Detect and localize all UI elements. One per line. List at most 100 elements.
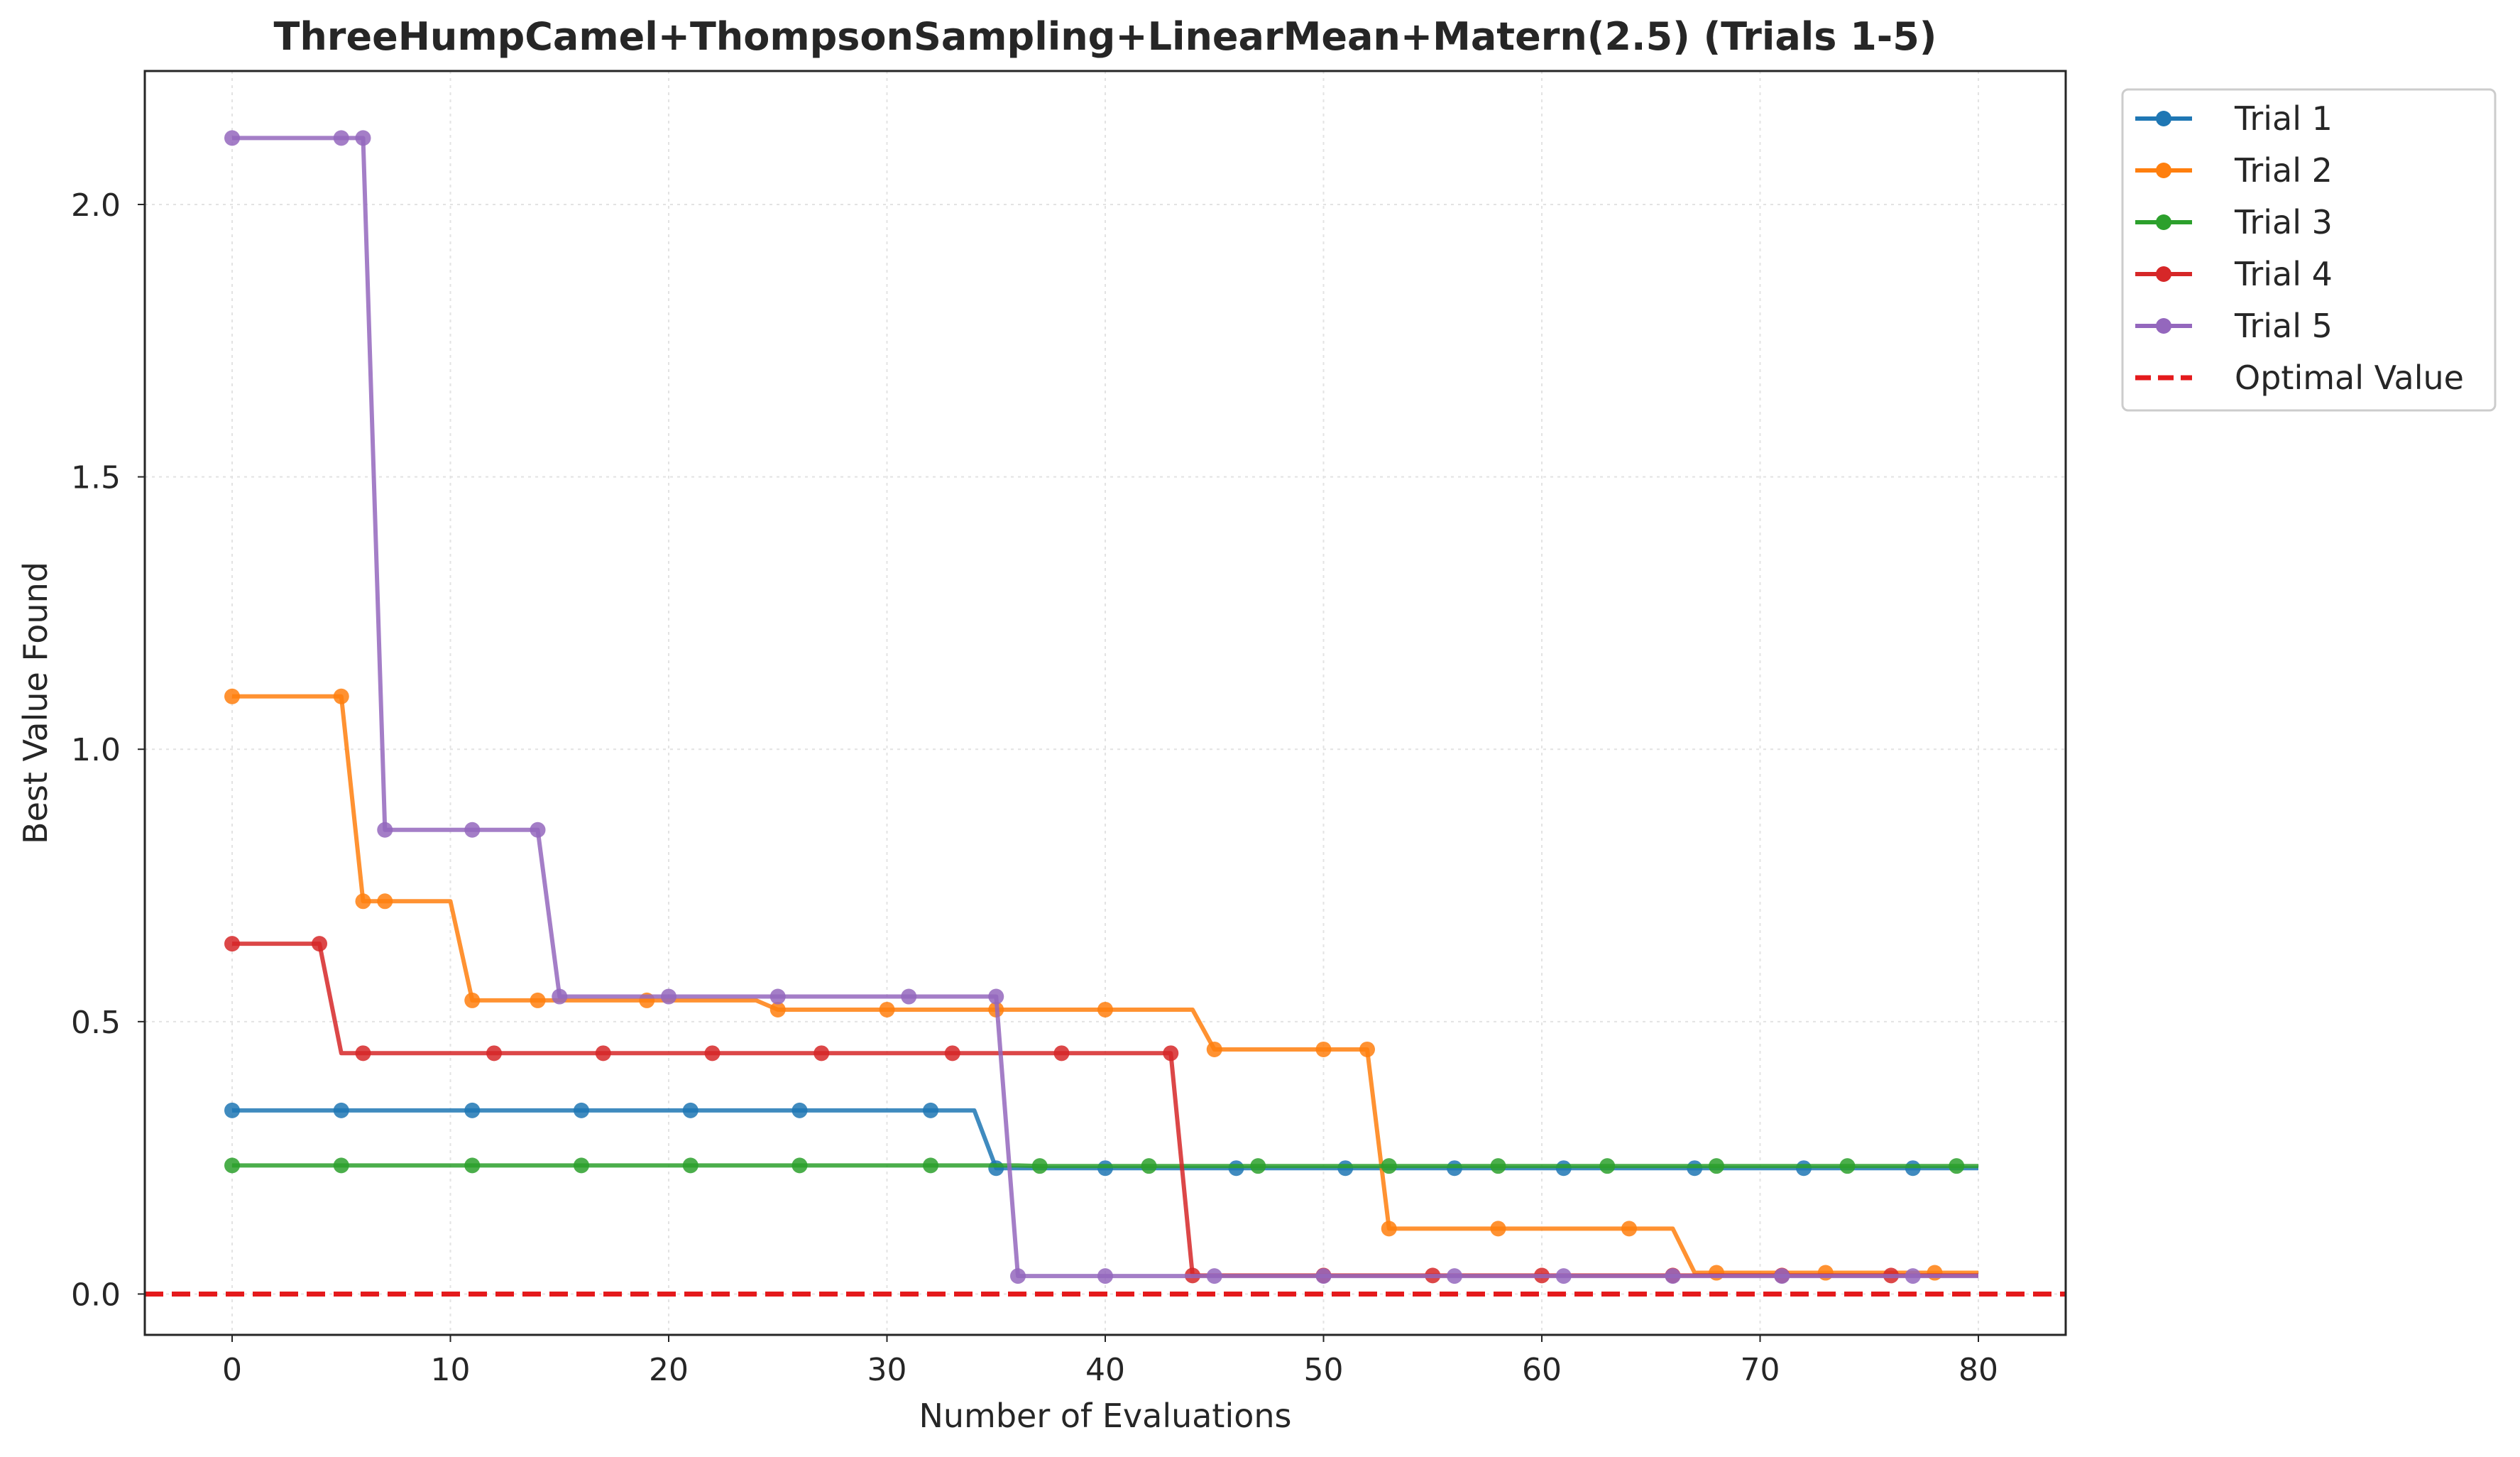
data-point-trial-4: [486, 1045, 502, 1062]
data-point-trial-1: [574, 1102, 589, 1118]
data-point-trial-1: [1796, 1160, 1812, 1177]
legend-label: Trial 1: [2234, 99, 2333, 138]
data-point-trial-5: [1010, 1268, 1026, 1284]
data-point-trial-2: [377, 893, 393, 910]
data-point-trial-3: [224, 1157, 240, 1174]
legend-label: Trial 4: [2234, 255, 2333, 293]
grid: [145, 71, 2066, 1335]
data-point-trial-2: [333, 688, 349, 704]
data-point-trial-2: [530, 992, 546, 1008]
data-point-trial-1: [791, 1102, 808, 1118]
y-axis-ticks: 0.0 0.5 1.0 1.5 2.0: [71, 187, 145, 1313]
data-point-trial-5: [1315, 1268, 1332, 1284]
data-point-trial-4: [813, 1045, 830, 1062]
legend-swatch-marker: [2156, 111, 2171, 126]
data-point-trial-2: [1927, 1265, 1943, 1281]
data-point-trial-2: [1097, 1001, 1113, 1017]
data-point-trial-2: [464, 992, 481, 1008]
data-point-trial-3: [1250, 1158, 1266, 1174]
data-point-trial-2: [1206, 1041, 1222, 1057]
data-point-trial-5: [1206, 1268, 1222, 1284]
data-point-trial-3: [791, 1157, 808, 1174]
series-layer: [145, 130, 2066, 1297]
x-axis-label: Number of Evaluations: [919, 1397, 1291, 1435]
data-point-trial-5: [1555, 1268, 1572, 1284]
data-point-trial-1: [1555, 1160, 1572, 1177]
data-point-trial-3: [1839, 1158, 1856, 1174]
data-point-trial-3: [682, 1157, 699, 1174]
data-point-trial-5: [1905, 1268, 1921, 1284]
y-tick-label: 2.0: [71, 187, 121, 224]
data-point-trial-1: [333, 1102, 349, 1118]
x-tick-label: 40: [1085, 1352, 1125, 1388]
data-point-trial-2: [224, 688, 240, 704]
data-point-trial-2: [769, 1001, 786, 1017]
legend-swatch-marker: [2156, 214, 2171, 230]
data-point-trial-5: [1665, 1268, 1681, 1284]
data-point-trial-5: [901, 988, 917, 1005]
data-point-trial-5: [1774, 1268, 1790, 1284]
y-tick-label: 0.0: [71, 1277, 121, 1313]
x-tick-label: 50: [1304, 1352, 1344, 1388]
data-point-trial-2: [355, 893, 371, 910]
x-axis-ticks: 0 10 20 30 40 50 60 70 80: [222, 1335, 1998, 1388]
data-point-trial-5: [224, 130, 240, 146]
data-point-trial-1: [1687, 1160, 1703, 1177]
x-tick-label: 80: [1959, 1352, 1998, 1388]
data-point-trial-3: [1381, 1158, 1397, 1174]
data-point-trial-5: [552, 988, 568, 1005]
data-point-trial-1: [1228, 1160, 1244, 1177]
data-point-trial-3: [464, 1157, 481, 1174]
x-tick-label: 70: [1741, 1352, 1780, 1388]
data-point-trial-2: [1817, 1265, 1834, 1281]
legend-label: Trial 2: [2234, 151, 2333, 190]
x-tick-label: 20: [649, 1352, 689, 1388]
y-tick-label: 1.0: [71, 732, 121, 768]
y-tick-label: 1.5: [71, 460, 121, 496]
data-point-trial-5: [1097, 1268, 1113, 1284]
legend-label: Trial 3: [2234, 203, 2333, 241]
data-point-trial-4: [355, 1045, 371, 1062]
chart-title: ThreeHumpCamel+ThompsonSampling+LinearMe…: [274, 14, 1937, 59]
data-point-trial-2: [1490, 1221, 1506, 1237]
data-point-trial-4: [1053, 1045, 1070, 1062]
data-point-trial-5: [661, 988, 676, 1005]
data-point-trial-4: [595, 1045, 611, 1062]
legend-label: Optimal Value: [2235, 359, 2464, 397]
legend-swatch-marker: [2156, 318, 2171, 334]
data-point-trial-5: [769, 988, 786, 1005]
data-point-trial-2: [879, 1001, 895, 1017]
data-point-trial-4: [704, 1045, 721, 1062]
y-tick-label: 0.5: [71, 1005, 121, 1041]
data-point-trial-3: [1031, 1158, 1048, 1174]
data-point-trial-1: [923, 1102, 938, 1118]
x-tick-label: 60: [1522, 1352, 1562, 1388]
series-line-trial-3: [232, 1163, 1978, 1169]
data-point-trial-1: [1447, 1160, 1462, 1177]
data-point-trial-5: [464, 822, 481, 838]
legend-swatch-marker: [2156, 163, 2171, 178]
data-point-trial-3: [1490, 1158, 1506, 1174]
data-point-trial-5: [333, 130, 349, 146]
data-point-trial-2: [1621, 1221, 1637, 1237]
data-point-trial-1: [1905, 1160, 1921, 1177]
data-point-trial-1: [682, 1102, 699, 1118]
data-point-trial-5: [355, 130, 371, 146]
legend: Trial 1 Trial 2 Trial 3 Trial 4 Trial 5 Optim…: [2121, 88, 2497, 412]
data-point-trial-4: [944, 1045, 960, 1062]
data-point-trial-2: [1709, 1265, 1724, 1281]
data-point-trial-3: [923, 1157, 938, 1174]
data-point-trial-5: [530, 822, 546, 838]
data-point-trial-3: [574, 1157, 589, 1174]
data-point-trial-2: [1359, 1041, 1375, 1057]
data-point-trial-3: [1141, 1158, 1157, 1174]
data-point-trial-1: [1337, 1160, 1354, 1177]
data-point-trial-4: [1163, 1045, 1179, 1062]
data-point-trial-4: [312, 936, 327, 952]
data-point-trial-3: [333, 1157, 349, 1174]
x-tick-label: 0: [222, 1352, 242, 1388]
legend-swatch-marker: [2156, 266, 2171, 282]
data-point-trial-5: [1447, 1268, 1462, 1284]
